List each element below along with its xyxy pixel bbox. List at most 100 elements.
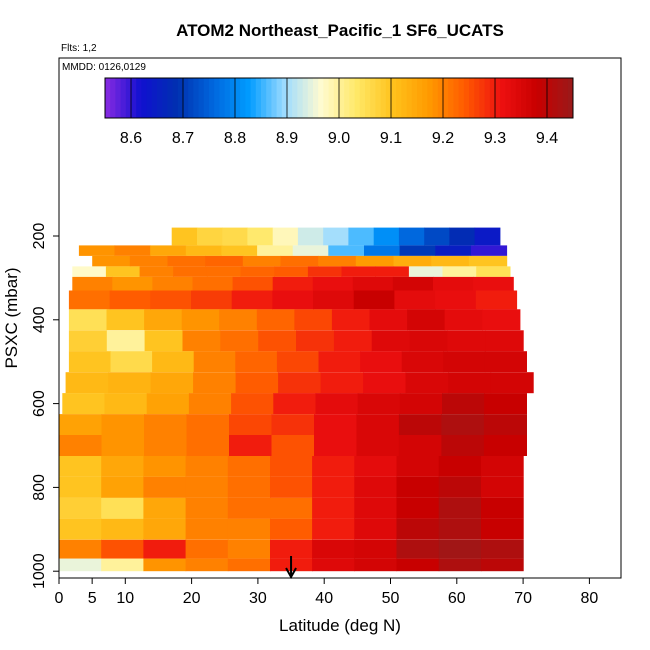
heatmap-cell [294,309,333,331]
heatmap-cell [185,456,229,477]
colorbar-swatch [489,78,496,118]
x-tick-label: 80 [581,590,599,607]
colorbar-swatch [224,78,231,118]
colorbar-swatch [313,78,319,118]
colorbar-swatch [453,78,459,118]
colorbar-swatch [120,78,127,118]
heatmap-cell [258,330,297,352]
colorbar-swatch [380,78,387,118]
heatmap-cell [106,330,146,352]
heatmap-cell [227,497,271,519]
heatmap-cell [443,351,486,373]
heatmap-cell [227,518,271,540]
colorbar-swatch [323,78,329,118]
colorbar-swatch [136,78,142,118]
heatmap-cell [144,435,188,456]
colorbar-swatch [417,78,423,118]
heatmap-cell [272,276,314,291]
colorbar-swatch [474,78,480,118]
heatmap-cell [235,351,278,373]
heatmap-cell [398,414,442,435]
heatmap-cell [59,497,102,519]
y-tick-label: 400 [31,306,48,333]
heatmap-cell [227,456,271,477]
heatmap-cell [297,227,324,246]
colorbar-tick-label: 8.7 [172,130,194,147]
colorbar-swatch [469,78,475,118]
heatmap-cell [270,539,313,559]
colorbar-tick-label: 9.2 [432,130,454,147]
colorbar-swatch [505,78,511,118]
heatmap-cell [354,456,398,477]
colorbar-swatch [141,78,147,118]
colorbar-tick-label: 8.8 [224,130,246,147]
heatmap-cell [473,276,514,291]
heatmap-cell [235,372,279,394]
heatmap-cell [396,497,440,519]
heatmap-cell [114,245,151,256]
colorbar-swatch [411,78,418,118]
x-tick-label: 10 [116,590,134,607]
heatmap-cell [396,518,440,540]
colorbar-swatch [349,78,355,118]
colorbar-swatch [151,78,158,118]
colorbar-swatch [287,78,293,118]
heatmap-cell [188,393,232,414]
x-tick-label: 40 [315,590,333,607]
chart-title: ATOM2 Northeast_Pacific_1 SF6_UCATS [176,21,504,40]
heatmap-cell [398,227,425,246]
heatmap-cell [59,518,102,540]
heatmap-cell [480,539,524,559]
heatmap-cell [278,372,322,394]
colorbar-swatch [328,78,335,118]
heatmap-cell [144,309,183,331]
heatmap-cell [331,309,371,331]
heatmap-cell [353,290,395,310]
heatmap-cell [68,290,111,310]
heatmap-cell [143,558,187,572]
heatmap-cell [139,266,174,277]
heatmap-cell [476,266,511,277]
colorbar-swatch [229,78,236,118]
colorbar-tick-label: 8.9 [276,130,298,147]
heatmap-cell [101,456,144,477]
heatmap-cell [312,276,354,291]
heatmap-cell [185,476,229,498]
heatmap-cell [59,539,102,559]
heatmap-cell [240,266,275,277]
heatmap-cell [101,414,145,435]
heatmap-cell [105,266,141,277]
colorbar-swatch [495,78,501,118]
heatmap-cell [101,476,144,498]
colorbar-swatch [131,78,137,118]
heatmap-cell [474,227,501,246]
heatmap-cell [407,309,446,331]
heatmap-cell [312,518,355,540]
heatmap-cell [150,372,194,394]
heatmap-cell [182,330,221,352]
x-tick-label: 5 [88,590,97,607]
heatmap-cell [433,276,474,291]
heatmap-cell [482,309,521,331]
heatmap-cell [405,372,449,394]
heatmap-cell [354,476,398,498]
colorbar-swatch [240,78,246,118]
flights-annotation: Flts: 1,2 [61,43,97,54]
heatmap-cell [181,309,220,331]
x-axis-label: Latitude (deg N) [279,616,401,635]
heatmap-cell [398,435,442,456]
heatmap-cell [296,330,335,352]
heatmap-cell [313,290,355,310]
heatmap-cell [449,227,476,246]
colorbar-tick-label: 8.6 [120,130,142,147]
heatmap-cell [271,414,315,435]
colorbar-swatch [292,78,298,118]
heatmap-cell [112,276,153,291]
colorbar-swatch [302,78,309,118]
heatmap-cell [271,435,315,456]
heatmap-cell [320,372,364,394]
heatmap-cell [393,255,432,267]
heatmap-cell [167,255,206,267]
heatmap-cell [441,414,485,435]
colorbar-swatch [105,78,111,118]
